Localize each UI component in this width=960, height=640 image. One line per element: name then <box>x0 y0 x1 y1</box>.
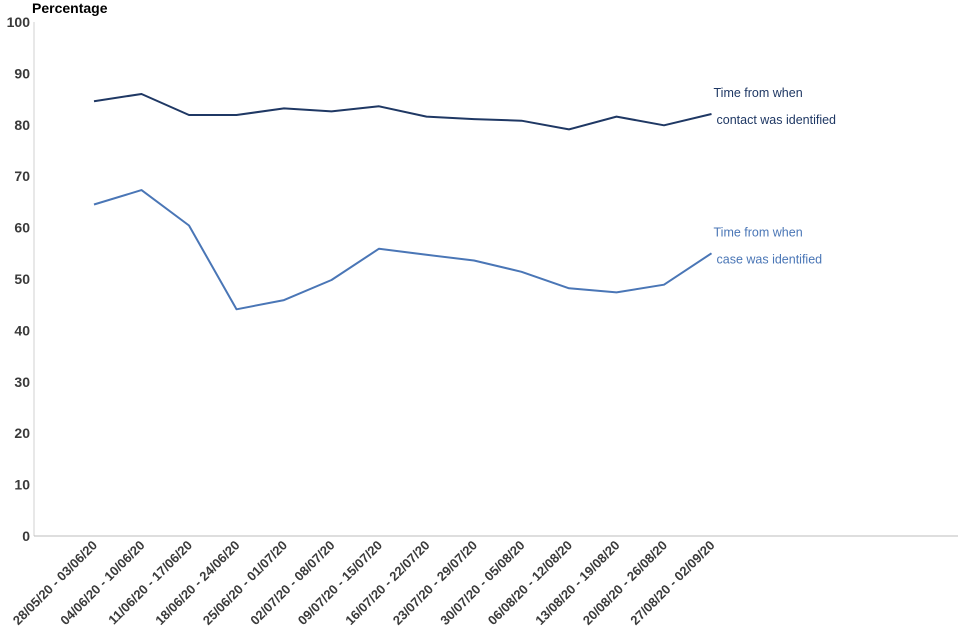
x-tick-label: 11/06/20 - 17/06/20 <box>105 538 195 628</box>
y-tick-label: 100 <box>7 14 31 30</box>
y-tick-label: 90 <box>14 65 30 81</box>
x-tick-label: 25/06/20 - 01/07/20 <box>200 538 290 628</box>
y-axis-label: Percentage <box>32 0 108 16</box>
series-label: contact was identified <box>717 113 837 127</box>
axes <box>33 22 958 537</box>
y-tick-label: 10 <box>14 477 30 493</box>
x-tick-label: 13/08/20 - 19/08/20 <box>532 538 622 628</box>
x-tick-label: 06/08/20 - 12/08/20 <box>485 538 575 628</box>
y-tick-label: 40 <box>14 322 30 338</box>
x-tick-label: 02/07/20 - 08/07/20 <box>247 538 337 628</box>
x-tick-label: 27/08/20 - 02/09/20 <box>627 538 717 628</box>
y-ticks: 0 10 20 30 40 50 60 70 80 90 100 <box>7 14 31 544</box>
y-tick-label: 0 <box>22 528 30 544</box>
y-tick-label: 80 <box>14 117 30 133</box>
x-tick-label: 20/08/20 - 26/08/20 <box>580 538 670 628</box>
series-lines <box>93 93 713 311</box>
series-line-case <box>93 189 713 311</box>
series-labels: Time from when contact was identified Time… <box>714 86 837 266</box>
series-line-contact <box>93 93 712 131</box>
x-tick-label: 04/06/20 - 10/06/20 <box>57 538 147 628</box>
x-tick-label: 23/07/20 - 29/07/20 <box>390 538 480 628</box>
x-tick-label: 30/07/20 - 05/08/20 <box>437 538 527 628</box>
y-tick-label: 60 <box>14 220 30 236</box>
y-tick-label: 70 <box>14 168 30 184</box>
x-tick-label: 28/05/20 - 03/06/20 <box>10 538 100 628</box>
x-tick-label: 16/07/20 - 22/07/20 <box>342 538 432 628</box>
y-tick-label: 20 <box>14 425 30 441</box>
series-label: Time from when <box>714 225 803 239</box>
x-tick-label: 09/07/20 - 15/07/20 <box>295 538 385 628</box>
y-tick-label: 30 <box>14 374 30 390</box>
x-tick-label: 18/06/20 - 24/06/20 <box>152 538 242 628</box>
y-tick-label: 50 <box>14 271 30 287</box>
series-label: case was identified <box>717 252 823 266</box>
series-label: Time from when <box>714 86 803 100</box>
